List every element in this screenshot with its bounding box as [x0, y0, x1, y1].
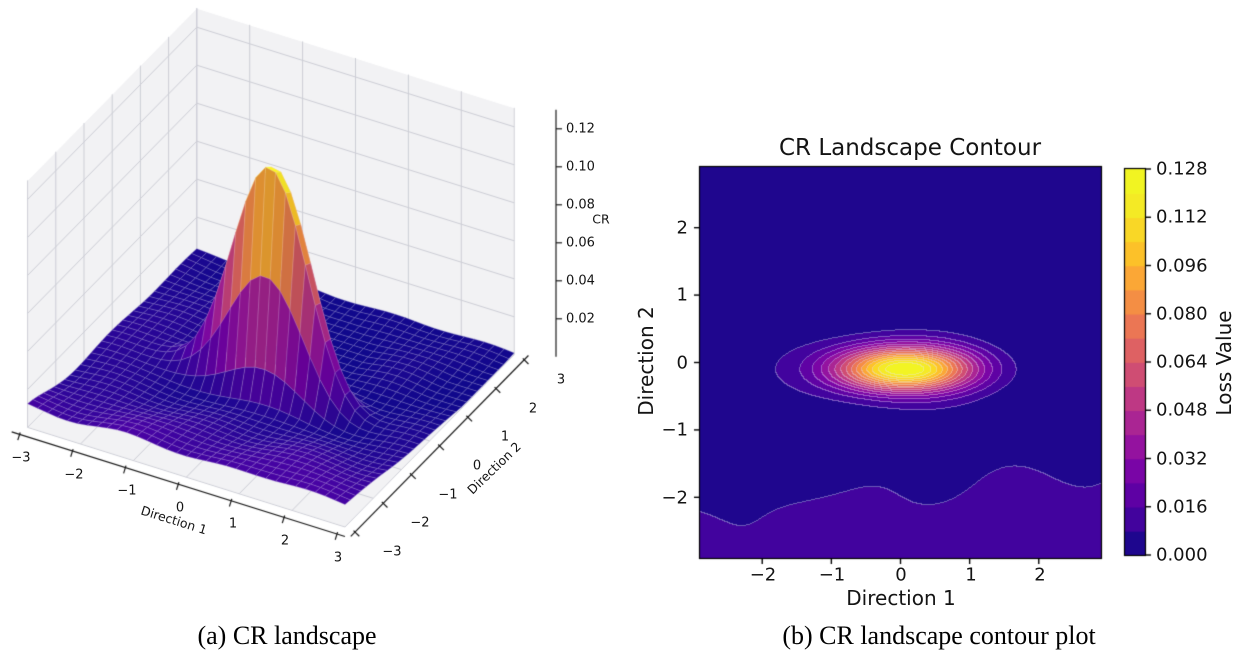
- surface-ztick-5: 0.12: [566, 121, 595, 137]
- contour-xaxis-label: Direction 1: [846, 586, 956, 610]
- surface-zaxis-label: CR: [592, 211, 610, 227]
- colorbar-tick-8: 0.000: [1156, 544, 1208, 566]
- contour-xtick-4: 2: [1034, 564, 1046, 586]
- contour-xtick-0: −2: [749, 564, 777, 586]
- colorbar-tick-6: 0.032: [1156, 448, 1208, 470]
- surface-xtick-6: 3: [333, 550, 343, 566]
- contour-ytick-2: 0: [676, 352, 688, 374]
- surface-ztick-3: 0.08: [566, 197, 595, 213]
- surface-xtick-3: 0: [175, 500, 185, 516]
- contour-ytick-0: 2: [676, 217, 688, 239]
- surface-xtick-2: −1: [117, 483, 137, 499]
- surface-ztick-2: 0.06: [566, 235, 595, 251]
- surface-ztick-0: 0.02: [566, 311, 595, 327]
- contour-title: CR Landscape Contour: [778, 135, 1042, 161]
- contour-ytick-4: −2: [661, 487, 688, 509]
- contour-xtick-2: 0: [895, 564, 907, 586]
- colorbar-tick-2: 0.096: [1156, 255, 1208, 277]
- contour-yaxis-label: Direction 2: [634, 306, 658, 416]
- colorbar-canvas: [1120, 164, 1168, 562]
- surface-ytick-0: −3: [382, 544, 402, 560]
- surface-3d-canvas: [0, 0, 620, 600]
- contour-xtick-1: −1: [818, 564, 846, 586]
- surface-ytick-4: 1: [500, 429, 510, 445]
- contour-ytick-3: −1: [661, 419, 688, 441]
- surface-xtick-1: −2: [64, 467, 84, 483]
- colorbar-tick-0: 0.128: [1156, 158, 1208, 180]
- contour-ytick-1: 1: [676, 284, 688, 306]
- caption-b: (b) CR landscape contour plot: [782, 621, 1096, 650]
- caption-a: (a) CR landscape: [197, 621, 377, 650]
- surface-ytick-1: −2: [410, 515, 430, 531]
- surface-xtick-0: −3: [11, 450, 31, 466]
- contour-canvas: [692, 159, 1110, 565]
- surface-ytick-6: 3: [556, 372, 566, 388]
- colorbar-label: Loss Value: [1212, 310, 1236, 416]
- contour-xtick-3: 1: [965, 564, 977, 586]
- colorbar-tick-4: 0.064: [1156, 351, 1208, 373]
- surface-ytick-3: 0: [472, 458, 482, 474]
- surface-ztick-4: 0.10: [566, 159, 595, 175]
- colorbar-tick-7: 0.016: [1156, 496, 1208, 518]
- surface-ytick-5: 2: [528, 401, 538, 417]
- colorbar-tick-5: 0.048: [1156, 399, 1208, 421]
- surface-xtick-5: 2: [280, 533, 290, 549]
- surface-ztick-1: 0.04: [566, 273, 595, 289]
- surface-ytick-2: −1: [438, 487, 458, 503]
- surface-xtick-4: 1: [228, 516, 238, 532]
- colorbar-tick-1: 0.112: [1156, 206, 1208, 228]
- colorbar-tick-3: 0.080: [1156, 303, 1208, 325]
